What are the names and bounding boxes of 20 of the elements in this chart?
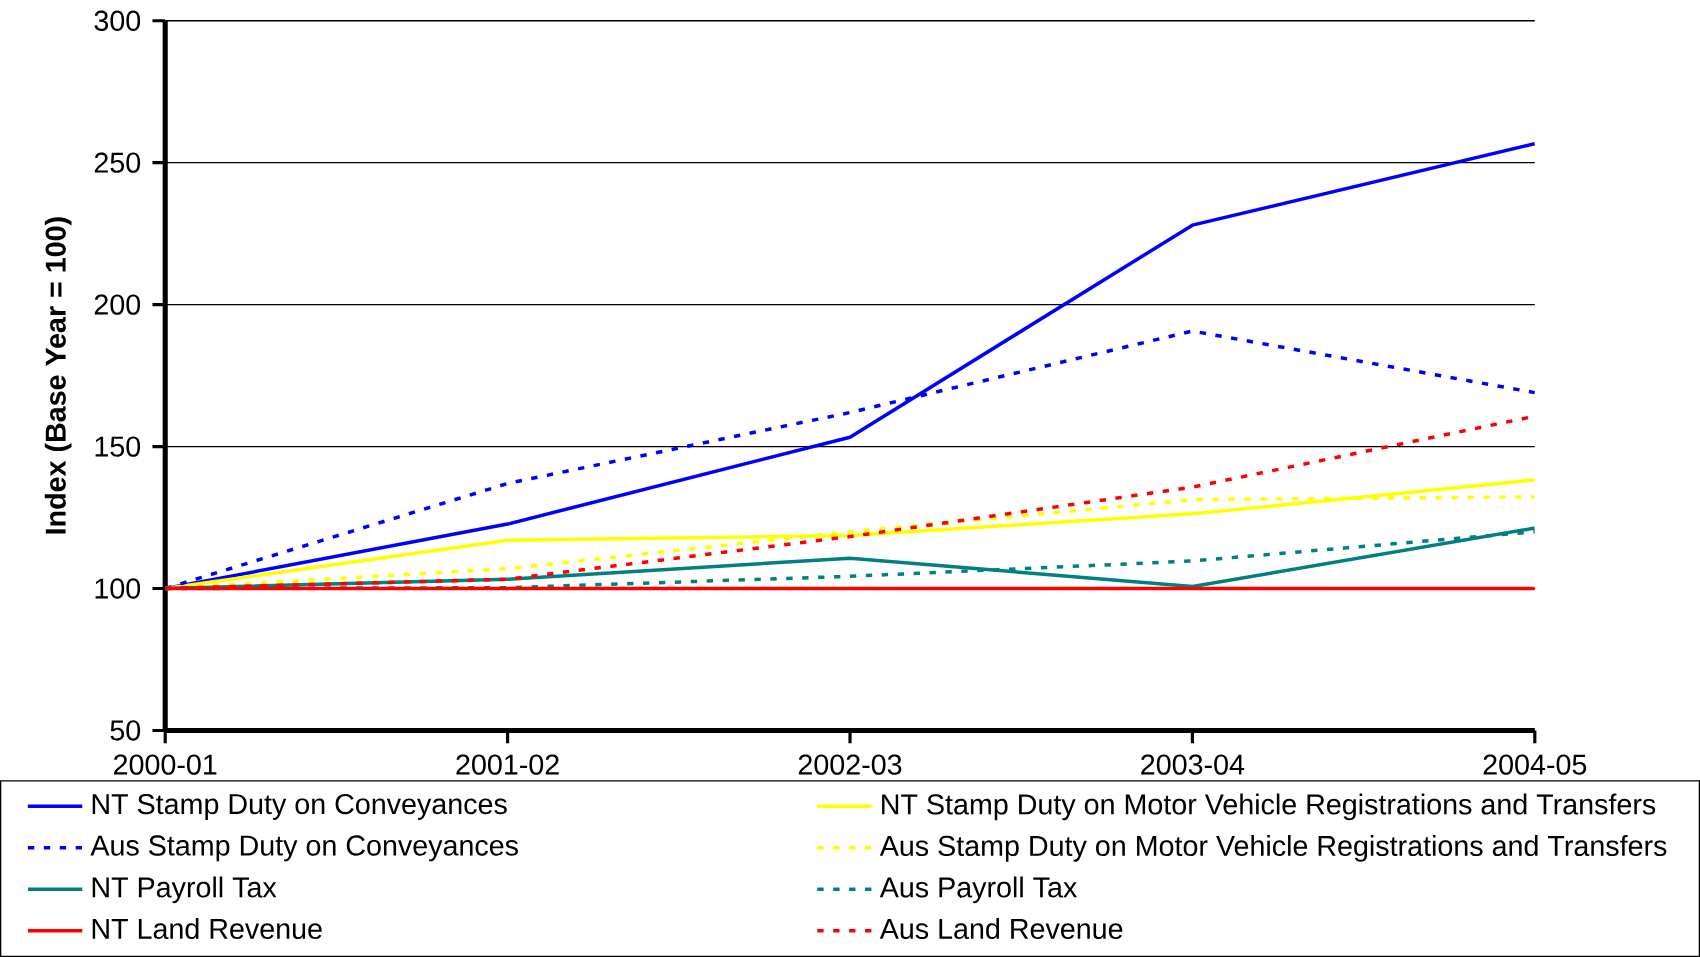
y-tick-label: 250 xyxy=(94,152,141,173)
x-tick-label: 2002-03 xyxy=(798,754,902,775)
legend-label: Aus Land Revenue xyxy=(879,918,1123,940)
legend-label: NT Land Revenue xyxy=(92,918,322,940)
x-tick-label: 2000-01 xyxy=(114,754,217,775)
y-tick-label: 150 xyxy=(95,436,141,457)
y-tick-label: 300 xyxy=(94,10,141,31)
legend-label: NT Payroll Tax xyxy=(92,876,277,904)
legend-label: NT Stamp Duty on Motor Vehicle Registrations and Transfers xyxy=(882,793,1656,821)
x-tick-label: 2004-05 xyxy=(1483,754,1587,775)
y-tick-label: 100 xyxy=(95,578,141,599)
y-tick-label: 200 xyxy=(94,294,141,315)
legend-label: Aus Stamp Duty on Motor Vehicle Registrations and Transfers xyxy=(879,835,1667,862)
legend-label: Aus Stamp Duty on Conveyances xyxy=(90,835,518,862)
legend-label: Aus Payroll Tax xyxy=(879,876,1078,904)
legend-label: NT Stamp Duty on Conveyances xyxy=(92,793,507,820)
x-tick-label: 2001-02 xyxy=(456,754,559,775)
x-tick-label: 2003-04 xyxy=(1141,754,1245,775)
y-tick-label: 50 xyxy=(110,720,141,741)
y-axis-title: Index (Base Year = 100) xyxy=(44,217,72,534)
